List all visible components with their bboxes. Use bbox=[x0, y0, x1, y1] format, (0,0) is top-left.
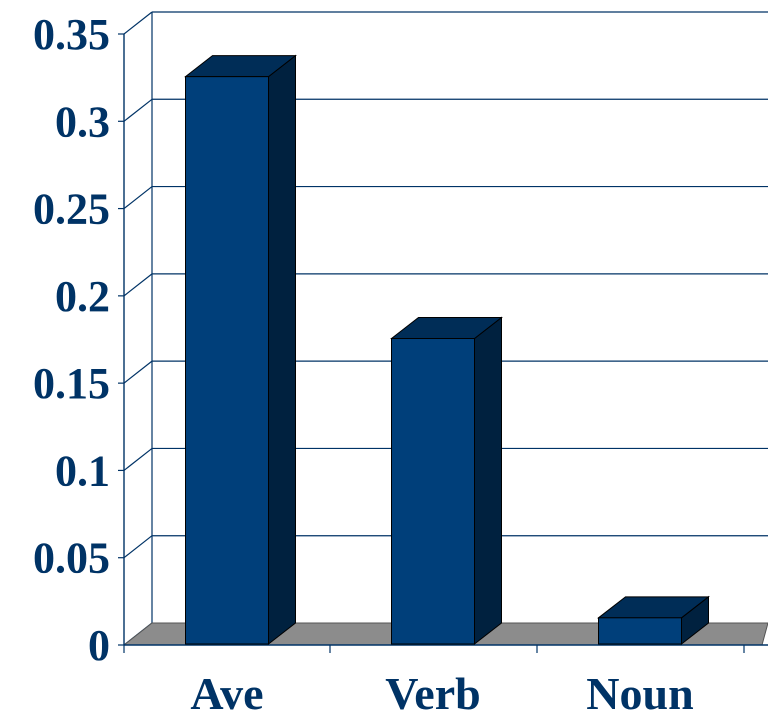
bar-noun bbox=[597, 595, 710, 646]
y-tick-label: 0.25 bbox=[33, 185, 110, 234]
bar-front-face bbox=[185, 76, 269, 645]
label-layer: 0 0.05 0.1 0.15 0.2 0.25 0.3 0.35 Ave Verb Noun bbox=[33, 10, 694, 713]
y-tick-label: 0.05 bbox=[33, 534, 110, 583]
bar-ave bbox=[184, 54, 297, 646]
y-tick-label: 0.3 bbox=[55, 97, 110, 146]
bar-front-face bbox=[391, 338, 475, 645]
grid-connector bbox=[123, 360, 153, 384]
x-category-label: Noun bbox=[586, 668, 693, 713]
grid-connector bbox=[123, 535, 153, 559]
y-tick-label: 0.2 bbox=[55, 272, 110, 321]
y-tick-label: 0.1 bbox=[55, 446, 110, 495]
bar-verb bbox=[390, 316, 503, 646]
grid-connector bbox=[123, 11, 153, 35]
grid-connector bbox=[123, 186, 153, 210]
y-tick-label: 0.35 bbox=[33, 10, 110, 59]
y-tick-label: 0 bbox=[88, 621, 110, 670]
x-category-label: Verb bbox=[385, 668, 480, 713]
x-category-label: Ave bbox=[190, 668, 263, 713]
bar-front-face bbox=[598, 617, 682, 645]
bar-side-face bbox=[474, 316, 502, 646]
grid-connector bbox=[123, 273, 153, 297]
bar-side-face bbox=[268, 54, 296, 646]
bar-layer bbox=[184, 54, 710, 646]
grid-connector bbox=[123, 447, 153, 471]
axis-layer bbox=[118, 33, 768, 653]
y-tick-label: 0.15 bbox=[33, 359, 110, 408]
grid-connector bbox=[123, 98, 153, 122]
